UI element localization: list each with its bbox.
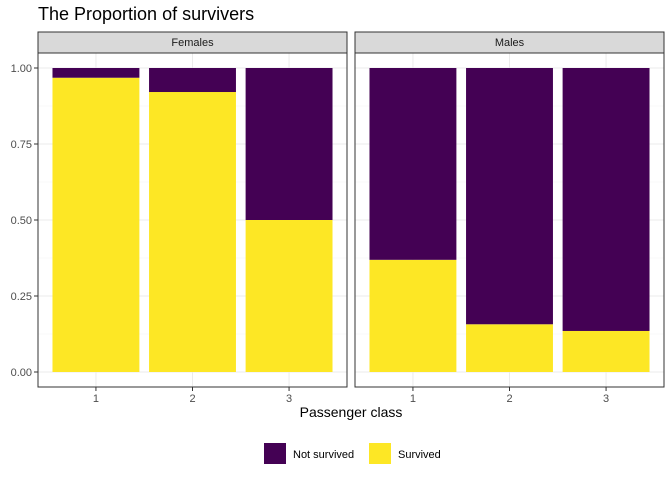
bar-males-class-3-not-survived [562, 68, 650, 331]
y-tick-label: 1.00 [11, 63, 32, 75]
bar-males-class-1-not-survived [369, 68, 457, 260]
facet-label-females: Females [171, 37, 214, 49]
y-tick-label: 0.50 [11, 215, 32, 227]
bar-males-class-1-survived [369, 259, 457, 372]
bar-males-class-2-not-survived [466, 68, 553, 325]
bar-females-class-2-not-survived [149, 68, 236, 93]
x-tick-label: 2 [506, 393, 512, 405]
bar-females-class-1-not-survived [52, 68, 140, 78]
facet-panels: Females 1 2 3 Males 1 2 3 [37, 31, 665, 405]
legend-label-not-survived: Not survived [293, 449, 354, 461]
bar-males-class-2-survived [466, 324, 553, 372]
bar-females-class-2-survived [149, 92, 236, 373]
legend-key-not-survived [264, 443, 286, 464]
panel-females: Females 1 2 3 [37, 31, 348, 405]
x-tick-label: 1 [410, 393, 416, 405]
y-tick-label: 0.25 [11, 291, 32, 303]
x-tick-label: 2 [189, 393, 195, 405]
bar-females-class-3-not-survived [245, 68, 333, 220]
y-tick-label: 0.75 [11, 139, 32, 151]
legend-key-survived [369, 443, 391, 464]
chart-title: The Proportion of survivers [38, 4, 254, 24]
bar-females-class-1-survived [52, 77, 140, 372]
y-axis: 0.00 0.25 0.50 0.75 1.00 [11, 63, 38, 379]
x-tick-label: 3 [603, 393, 609, 405]
bar-males-class-3-survived [562, 330, 650, 372]
y-tick-label: 0.00 [11, 367, 32, 379]
x-tick-label: 3 [286, 393, 292, 405]
bar-females-class-3-survived [245, 220, 333, 372]
x-axis-title: Passenger class [300, 404, 403, 420]
legend-label-survived: Survived [398, 449, 441, 461]
x-tick-label: 1 [93, 393, 99, 405]
legend: Not survived Survived [264, 443, 441, 464]
panel-males: Males 1 2 3 [354, 31, 665, 405]
facet-label-males: Males [495, 37, 525, 49]
